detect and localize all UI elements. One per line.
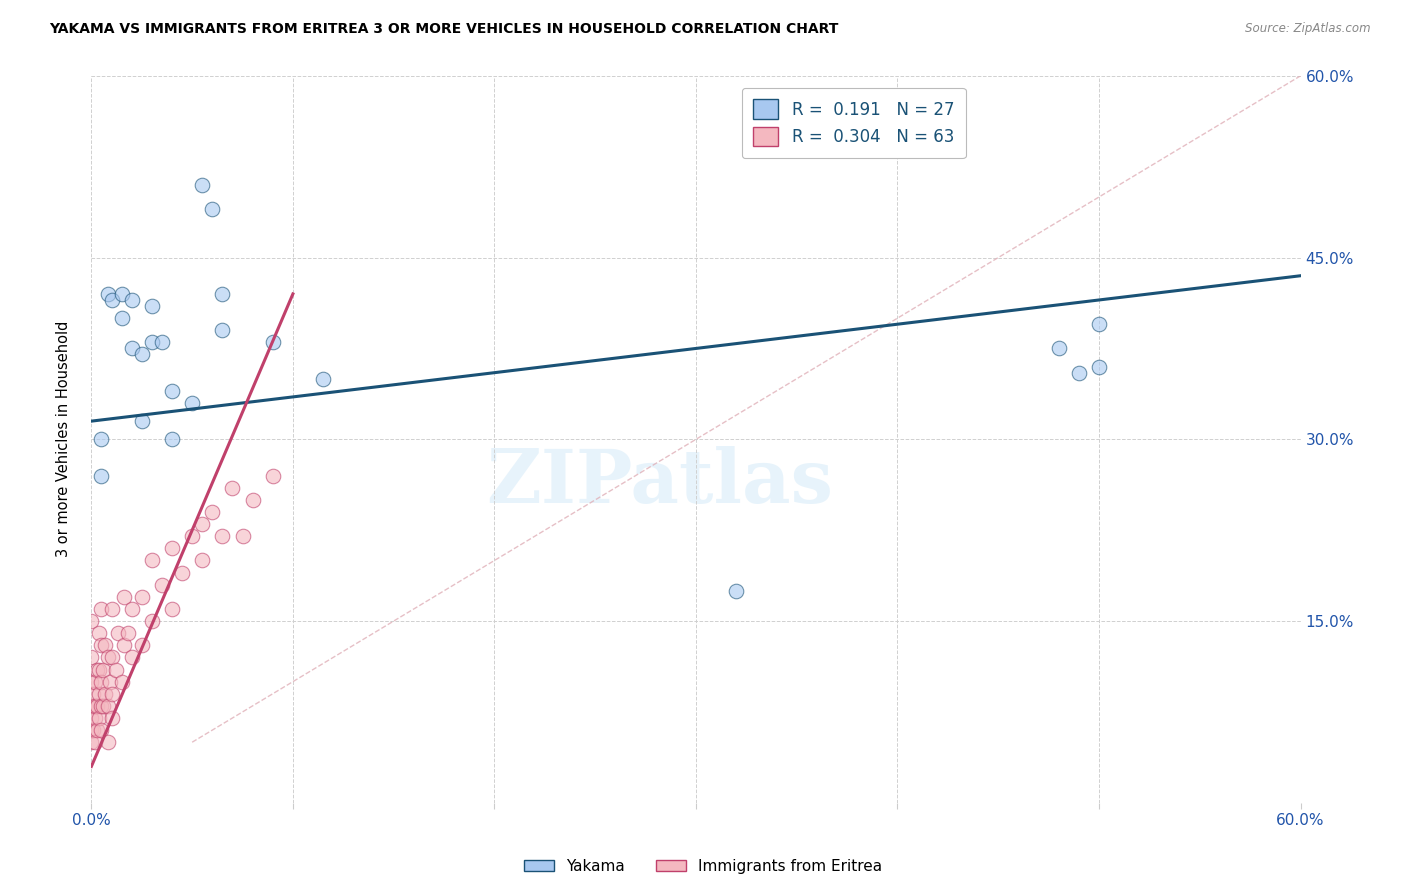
Point <box>89 663 111 677</box>
Point <box>80 614 103 628</box>
Point <box>107 626 129 640</box>
Legend: R =  0.191   N = 27, R =  0.304   N = 63: R = 0.191 N = 27, R = 0.304 N = 63 <box>741 87 966 158</box>
Point <box>201 202 224 216</box>
Point <box>96 286 118 301</box>
Legend: Yakama, Immigrants from Eritrea: Yakama, Immigrants from Eritrea <box>517 853 889 880</box>
Point <box>262 468 284 483</box>
Point <box>141 299 163 313</box>
Text: ZIPatlas: ZIPatlas <box>486 446 834 519</box>
Point <box>84 711 107 725</box>
Point <box>181 396 204 410</box>
Point <box>111 674 132 689</box>
Point <box>141 335 163 350</box>
Point <box>231 529 253 543</box>
Point <box>131 347 153 361</box>
Point <box>141 614 163 628</box>
Point <box>80 650 103 665</box>
Point <box>1047 342 1070 356</box>
Point <box>80 723 103 737</box>
Point <box>90 674 112 689</box>
Point <box>117 626 139 640</box>
Point <box>89 687 111 701</box>
Point <box>100 650 122 665</box>
Point <box>131 638 153 652</box>
Point <box>111 286 132 301</box>
Point <box>100 711 122 725</box>
Point <box>90 468 112 483</box>
Point <box>121 602 143 616</box>
Point <box>141 553 163 567</box>
Point <box>80 711 103 725</box>
Point <box>82 687 104 701</box>
Point <box>84 698 107 713</box>
Point <box>191 553 214 567</box>
Point <box>84 674 107 689</box>
Point <box>112 638 135 652</box>
Point <box>172 566 194 580</box>
Point <box>160 602 183 616</box>
Point <box>100 602 122 616</box>
Point <box>80 698 103 713</box>
Point <box>90 432 112 446</box>
Y-axis label: 3 or more Vehicles in Household: 3 or more Vehicles in Household <box>56 321 70 558</box>
Point <box>111 311 132 326</box>
Point <box>80 735 103 749</box>
Point <box>191 517 214 532</box>
Point <box>86 698 108 713</box>
Point <box>211 286 233 301</box>
Point <box>121 293 143 307</box>
Point <box>90 602 112 616</box>
Point <box>1088 317 1111 331</box>
Point <box>94 638 117 652</box>
Point <box>86 723 108 737</box>
Point <box>150 335 173 350</box>
Point <box>131 414 153 428</box>
Point <box>84 735 107 749</box>
Point <box>1067 366 1090 380</box>
Point <box>96 735 118 749</box>
Point <box>90 723 112 737</box>
Point <box>150 578 173 592</box>
Point <box>82 723 104 737</box>
Point <box>131 590 153 604</box>
Text: Source: ZipAtlas.com: Source: ZipAtlas.com <box>1246 22 1371 36</box>
Point <box>1088 359 1111 374</box>
Point <box>100 293 122 307</box>
Point <box>90 638 112 652</box>
Point <box>160 432 183 446</box>
Point <box>93 698 115 713</box>
Point <box>112 590 135 604</box>
Point <box>94 687 117 701</box>
Point <box>104 663 127 677</box>
Point <box>98 674 121 689</box>
Point <box>90 698 112 713</box>
Point <box>96 650 118 665</box>
Point <box>86 663 108 677</box>
Point <box>312 372 335 386</box>
Point <box>100 687 122 701</box>
Point <box>160 541 183 556</box>
Point <box>89 626 111 640</box>
Point <box>191 178 214 192</box>
Point <box>201 505 224 519</box>
Point <box>160 384 183 398</box>
Text: YAKAMA VS IMMIGRANTS FROM ERITREA 3 OR MORE VEHICLES IN HOUSEHOLD CORRELATION CH: YAKAMA VS IMMIGRANTS FROM ERITREA 3 OR M… <box>49 22 838 37</box>
Point <box>242 492 264 507</box>
Point <box>96 698 118 713</box>
Point <box>121 650 143 665</box>
Point <box>121 342 143 356</box>
Point <box>93 663 115 677</box>
Point <box>181 529 204 543</box>
Point <box>262 335 284 350</box>
Point <box>80 674 103 689</box>
Point <box>82 698 104 713</box>
Point <box>211 323 233 337</box>
Point <box>725 583 748 598</box>
Point <box>89 711 111 725</box>
Point <box>221 481 243 495</box>
Point <box>211 529 233 543</box>
